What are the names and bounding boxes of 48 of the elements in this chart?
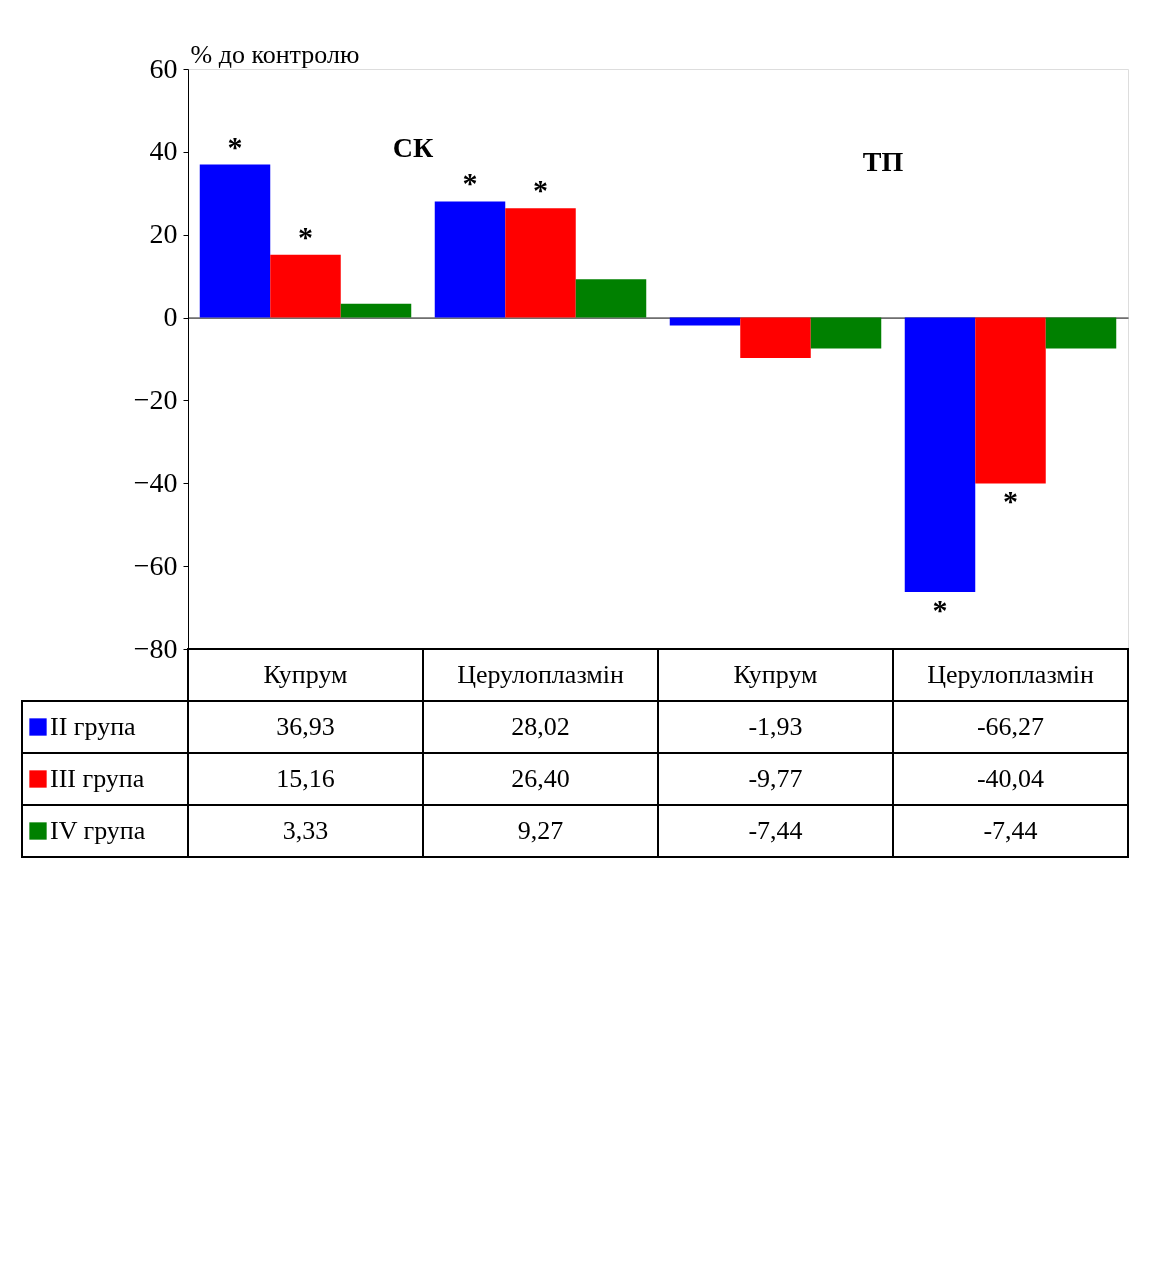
data-label: -9,77 <box>748 764 803 793</box>
y-tick-label: −20 <box>133 383 178 415</box>
bar <box>270 254 341 318</box>
y-tick-label: 40 <box>149 135 178 167</box>
x-tick-label: Купрум <box>263 660 348 689</box>
bar <box>505 208 576 318</box>
y-tick-label: −40 <box>133 466 178 498</box>
bar <box>1045 317 1117 349</box>
data-label: 3,33 <box>282 816 329 845</box>
annotation: * <box>533 173 548 207</box>
annotation: * <box>298 219 313 253</box>
bar <box>340 303 412 318</box>
x-tick-label: Церулоплазмін <box>457 660 624 689</box>
data-label: 15,16 <box>276 764 335 793</box>
x-tick-label: Купрум <box>733 660 818 689</box>
y-tick-label: −60 <box>133 549 178 581</box>
bar <box>904 317 976 593</box>
bar <box>810 317 882 349</box>
data-label: 36,93 <box>276 712 335 741</box>
y-tick-label: 20 <box>149 218 178 250</box>
bar <box>740 317 811 359</box>
data-label: 9,27 <box>517 816 564 845</box>
bar <box>669 317 741 326</box>
data-label: -7,44 <box>983 816 1038 845</box>
bar <box>434 201 506 318</box>
annotation: ТП <box>862 146 904 177</box>
y-axis-title: % до контролю <box>190 39 360 69</box>
annotation: * <box>1003 484 1018 518</box>
data-label: -1,93 <box>748 712 803 741</box>
data-label: -40,04 <box>976 764 1045 793</box>
data-label: 26,40 <box>511 764 570 793</box>
bar <box>575 279 647 318</box>
bar <box>199 164 271 318</box>
annotation: * <box>462 166 478 200</box>
bar <box>975 317 1046 484</box>
y-tick-label: 60 <box>149 52 178 84</box>
annotation: * <box>932 593 948 627</box>
data-label: -7,44 <box>748 816 803 845</box>
data-label: -66,27 <box>976 712 1045 741</box>
annotation: * <box>227 129 243 163</box>
x-tick-label: Церулоплазмін <box>927 660 1094 689</box>
y-tick-label: −80 <box>133 632 178 664</box>
y-tick-label: 0 <box>163 301 178 333</box>
legend-label: IV група <box>50 816 146 845</box>
annotation: СК <box>392 132 434 163</box>
legend-label: II група <box>50 712 137 741</box>
data-label: 28,02 <box>511 712 570 741</box>
legend-label: III група <box>50 764 145 793</box>
